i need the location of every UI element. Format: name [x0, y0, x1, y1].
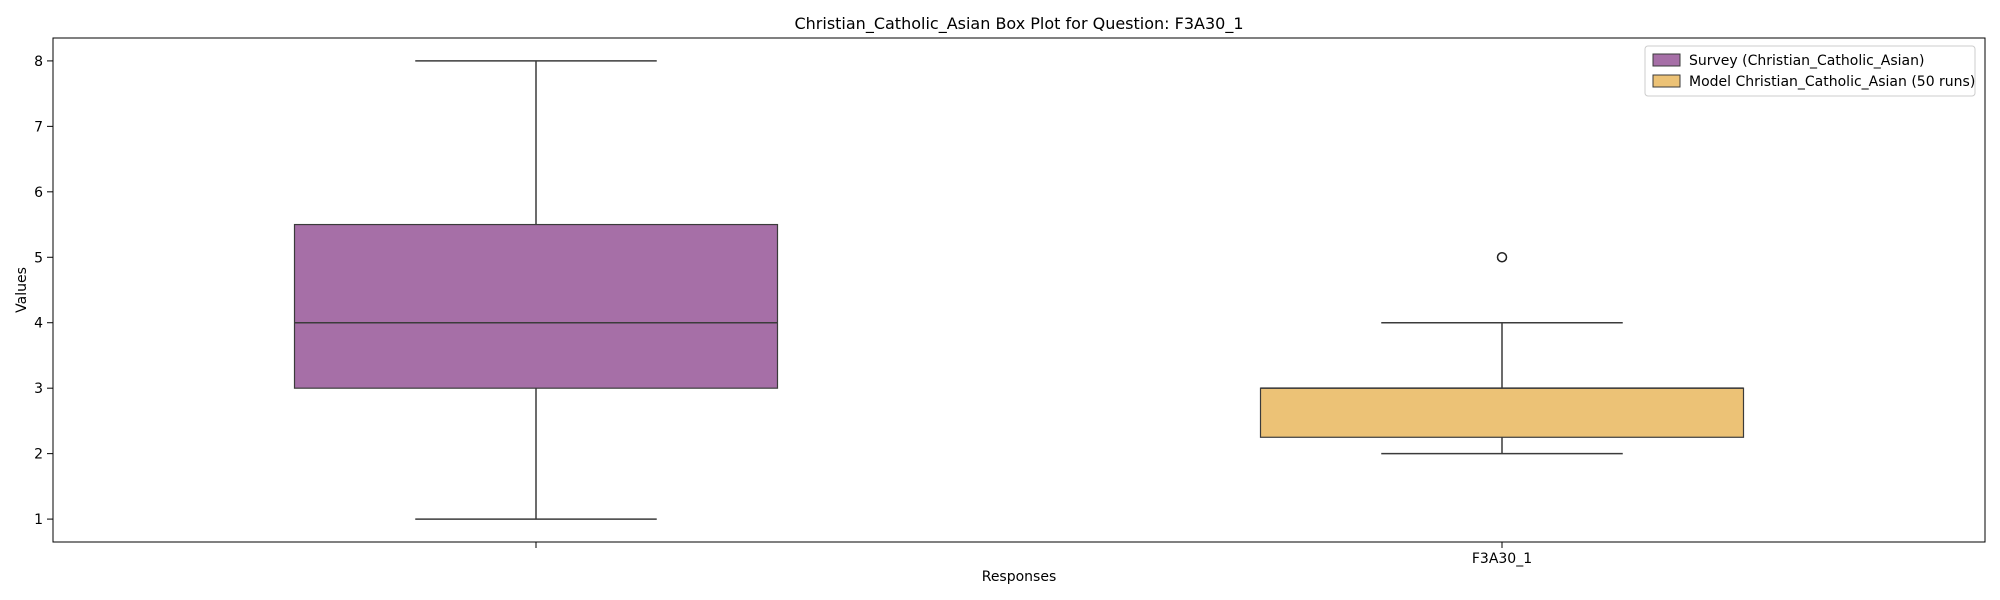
legend-entry: Model Christian_Catholic_Asian (50 runs): [1689, 74, 1975, 90]
x-tick-label: F3A30_1: [1472, 551, 1532, 567]
x-axis: F3A30_1: [535, 542, 1532, 567]
plot-frame: [52, 37, 1986, 543]
y-tick-label: 1: [34, 512, 43, 528]
plot-area: [52, 37, 1986, 543]
box-iqr: [1259, 387, 1745, 438]
outlier-point: [1496, 252, 1508, 263]
y-tick-label: 8: [34, 54, 43, 70]
y-tick-label: 2: [34, 447, 43, 463]
y-axis: 1 2 3 4 5 6 7 8: [34, 54, 53, 528]
y-tick-label: 7: [34, 119, 43, 135]
y-tick-label: 6: [34, 185, 43, 201]
legend-box: [1644, 45, 1976, 97]
y-tick-label: 5: [34, 250, 43, 266]
y-tick-label: 3: [34, 381, 43, 397]
box-iqr: [293, 223, 779, 389]
legend-entry: Survey (Christian_Catholic_Asian): [1689, 53, 1924, 69]
x-axis-label: Responses: [982, 569, 1057, 585]
y-tick-label: 4: [34, 316, 43, 332]
box-series-2: [1259, 252, 1745, 455]
box-series-1: [293, 60, 779, 520]
legend-swatch: [1652, 74, 1681, 88]
chart-title: Christian_Catholic_Asian Box Plot for Qu…: [794, 14, 1243, 34]
y-axis-label: Values: [14, 267, 30, 313]
legend-swatch: [1652, 53, 1681, 67]
legend: Survey (Christian_Catholic_Asian) Model C…: [1644, 45, 1976, 97]
